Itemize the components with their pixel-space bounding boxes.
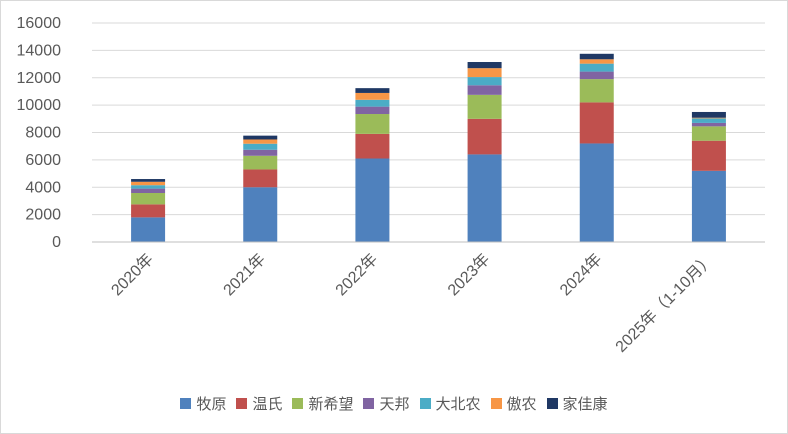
legend-swatch [546, 398, 558, 409]
bar-segment [243, 155, 278, 170]
bar-segment [691, 111, 726, 118]
legend-item: 新希望 [292, 393, 353, 414]
legend-label: 傲农 [506, 395, 537, 413]
bar-segment [131, 204, 166, 218]
y-tick-label: 0 [52, 234, 61, 251]
bar-segment [691, 118, 726, 123]
bar-segment [691, 117, 726, 119]
y-tick-label: 8000 [25, 125, 61, 142]
bar-segment [355, 92, 390, 100]
y-tick-label: 2000 [25, 207, 61, 224]
bar-segment [355, 99, 390, 107]
x-tick-label: 2023年 [444, 250, 493, 299]
bar-segment [131, 179, 166, 182]
gridlines [92, 22, 765, 216]
x-tick-label: 2022年 [332, 250, 381, 299]
bar-segment [355, 114, 390, 134]
y-tick-label: 12000 [17, 70, 62, 87]
legend-label: 温氏 [252, 395, 283, 413]
x-tick-label: 2021年 [220, 250, 269, 299]
legend-item: 傲农 [490, 393, 537, 414]
legend-swatch [236, 398, 248, 409]
legend-label: 天邦 [379, 395, 410, 413]
x-tick-label: 2024年 [556, 250, 605, 299]
y-tick-label: 10000 [17, 97, 62, 114]
bar-segment [243, 187, 278, 242]
bar-segment [467, 118, 502, 155]
bar-segment [579, 71, 614, 80]
bar-segment [579, 79, 614, 103]
legend-item: 牧原 [180, 393, 226, 414]
legend-label: 新希望 [308, 395, 354, 413]
bar-segment [467, 154, 502, 242]
legend-item: 家佳康 [546, 393, 608, 414]
legend-item: 天邦 [363, 393, 410, 414]
legend-swatch [490, 398, 502, 409]
bar-segment [467, 94, 502, 119]
bar-segment [467, 77, 502, 86]
legend-label: 大北农 [435, 395, 481, 413]
bar-segment [691, 140, 726, 171]
stacked-bar-chart: 0 2000 4000 6000 8000 10000 12000 14000 16000 20… [17, 15, 765, 356]
bar-segment [131, 217, 166, 242]
legend-swatch [180, 398, 192, 409]
bar-segment [467, 85, 502, 95]
y-tick-label: 6000 [25, 152, 61, 169]
bar-segment [131, 185, 166, 189]
legend: 牧原 温氏 新希望 天邦 大北农 傲农 家佳康 [0, 393, 788, 414]
bar-segment [243, 143, 278, 150]
y-tick-label: 4000 [25, 179, 61, 196]
bar-segment [691, 126, 726, 141]
bar-segment [691, 122, 726, 127]
bar-segment [579, 53, 614, 60]
bars [131, 53, 726, 242]
x-tick-label: 2025年（1-10月） [612, 250, 718, 356]
bar-segment [355, 133, 390, 159]
bar-segment [243, 135, 278, 140]
legend-item: 大北农 [419, 393, 481, 414]
y-tick-label: 16000 [17, 15, 62, 32]
bar-segment [579, 102, 614, 144]
bar-segment [355, 88, 390, 93]
bar-segment [131, 188, 166, 193]
bar-segment [355, 106, 390, 115]
bar-segment [131, 181, 166, 186]
x-axis-ticks: 2020年 2021年 2022年 2023年 2024年 2025年（1-10月） [108, 250, 718, 356]
bar-segment [243, 139, 278, 144]
legend-label: 家佳康 [562, 395, 608, 413]
bar-segment [355, 158, 390, 242]
legend-label: 牧原 [196, 395, 227, 413]
y-axis-ticks: 0 2000 4000 6000 8000 10000 12000 14000 16000 [17, 15, 62, 251]
bar-segment [691, 170, 726, 242]
legend-swatch [419, 398, 431, 409]
bar-segment [131, 192, 166, 205]
bar-segment [243, 169, 278, 188]
bar-segment [579, 63, 614, 72]
y-tick-label: 14000 [17, 42, 62, 59]
bar-segment [467, 62, 502, 69]
legend-swatch [363, 398, 375, 409]
x-tick-label: 2020年 [108, 250, 157, 299]
bar-segment [243, 149, 278, 156]
bar-segment [579, 59, 614, 64]
bar-segment [467, 68, 502, 78]
legend-swatch [292, 398, 304, 409]
bar-segment [579, 143, 614, 242]
legend-item: 温氏 [236, 393, 282, 414]
